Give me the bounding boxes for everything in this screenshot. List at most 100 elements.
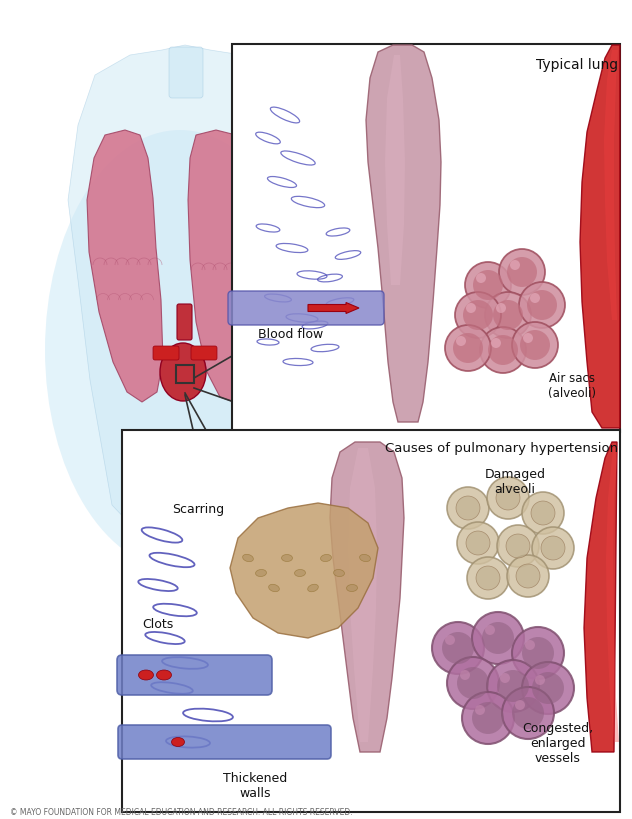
- Circle shape: [473, 270, 503, 300]
- Text: Thickened
walls: Thickened walls: [223, 772, 287, 800]
- Text: Blood flow: Blood flow: [258, 328, 323, 341]
- Circle shape: [516, 564, 540, 588]
- Ellipse shape: [157, 670, 171, 680]
- Circle shape: [488, 335, 518, 365]
- Ellipse shape: [320, 554, 331, 562]
- Circle shape: [476, 273, 486, 283]
- Ellipse shape: [255, 569, 267, 577]
- Polygon shape: [348, 448, 377, 742]
- Circle shape: [527, 290, 557, 320]
- Circle shape: [466, 303, 476, 313]
- Ellipse shape: [269, 584, 279, 591]
- FancyBboxPatch shape: [177, 304, 192, 340]
- Text: Causes of pulmonary hypertension: Causes of pulmonary hypertension: [385, 442, 618, 455]
- Circle shape: [491, 338, 501, 348]
- Polygon shape: [385, 55, 405, 285]
- Circle shape: [507, 555, 549, 597]
- Circle shape: [510, 260, 520, 270]
- Circle shape: [457, 667, 489, 699]
- Text: © MAYO FOUNDATION FOR MEDICAL EDUCATION AND RESEARCH. ALL RIGHTS RESERVED.: © MAYO FOUNDATION FOR MEDICAL EDUCATION …: [10, 808, 353, 817]
- Circle shape: [522, 637, 554, 669]
- Ellipse shape: [360, 554, 370, 562]
- Circle shape: [472, 612, 524, 664]
- Circle shape: [496, 486, 520, 510]
- Polygon shape: [604, 50, 618, 320]
- Circle shape: [445, 635, 455, 645]
- Polygon shape: [606, 448, 619, 742]
- Ellipse shape: [138, 670, 154, 680]
- Circle shape: [442, 632, 474, 664]
- Circle shape: [525, 640, 535, 650]
- Ellipse shape: [243, 554, 253, 562]
- Circle shape: [496, 303, 506, 313]
- Circle shape: [512, 627, 564, 679]
- Circle shape: [456, 336, 466, 346]
- Circle shape: [482, 622, 514, 654]
- Circle shape: [472, 702, 504, 734]
- Circle shape: [487, 477, 529, 519]
- Circle shape: [445, 325, 491, 371]
- FancyBboxPatch shape: [169, 47, 203, 98]
- Circle shape: [532, 672, 564, 704]
- Text: Air sacs
(alveoli): Air sacs (alveoli): [548, 372, 596, 400]
- FancyArrow shape: [308, 302, 359, 314]
- Circle shape: [507, 257, 537, 287]
- Circle shape: [466, 531, 490, 555]
- Circle shape: [460, 670, 470, 680]
- Bar: [122, 430, 620, 812]
- Circle shape: [476, 566, 500, 590]
- Circle shape: [462, 692, 514, 744]
- Circle shape: [512, 697, 544, 729]
- Circle shape: [485, 292, 531, 338]
- Circle shape: [487, 660, 539, 712]
- FancyBboxPatch shape: [153, 346, 179, 360]
- Circle shape: [447, 487, 489, 529]
- FancyBboxPatch shape: [191, 346, 217, 360]
- Circle shape: [475, 705, 485, 715]
- Circle shape: [515, 700, 525, 710]
- Circle shape: [463, 300, 493, 330]
- Polygon shape: [188, 130, 262, 402]
- Circle shape: [502, 687, 554, 739]
- Bar: [232, 44, 620, 432]
- Text: Scarring: Scarring: [172, 503, 224, 516]
- Circle shape: [485, 625, 495, 635]
- Polygon shape: [330, 442, 404, 752]
- Circle shape: [530, 293, 540, 303]
- Circle shape: [467, 557, 509, 599]
- Ellipse shape: [281, 554, 293, 562]
- Circle shape: [455, 292, 501, 338]
- Ellipse shape: [346, 585, 358, 591]
- Polygon shape: [366, 45, 441, 422]
- Circle shape: [456, 496, 480, 520]
- Circle shape: [447, 657, 499, 709]
- FancyBboxPatch shape: [118, 725, 331, 759]
- Ellipse shape: [295, 569, 305, 577]
- Circle shape: [453, 333, 483, 363]
- Circle shape: [535, 675, 545, 685]
- FancyBboxPatch shape: [228, 291, 384, 325]
- Circle shape: [523, 333, 533, 343]
- Ellipse shape: [334, 569, 344, 577]
- Circle shape: [497, 525, 539, 567]
- Text: Damaged
alveoli: Damaged alveoli: [485, 468, 545, 496]
- Circle shape: [522, 492, 564, 534]
- Circle shape: [432, 622, 484, 674]
- Circle shape: [522, 662, 574, 714]
- Polygon shape: [580, 45, 620, 428]
- Text: Congested,
enlarged
vessels: Congested, enlarged vessels: [523, 722, 593, 765]
- FancyBboxPatch shape: [117, 655, 272, 695]
- Circle shape: [457, 522, 499, 564]
- Circle shape: [532, 527, 574, 569]
- Text: Typical lung: Typical lung: [536, 58, 618, 72]
- Circle shape: [512, 322, 558, 368]
- Circle shape: [506, 534, 530, 558]
- Circle shape: [497, 670, 529, 702]
- Circle shape: [480, 327, 526, 373]
- Circle shape: [465, 262, 511, 308]
- Polygon shape: [68, 45, 292, 550]
- Ellipse shape: [308, 584, 319, 592]
- Ellipse shape: [171, 737, 185, 746]
- Circle shape: [541, 536, 565, 560]
- Circle shape: [500, 673, 510, 683]
